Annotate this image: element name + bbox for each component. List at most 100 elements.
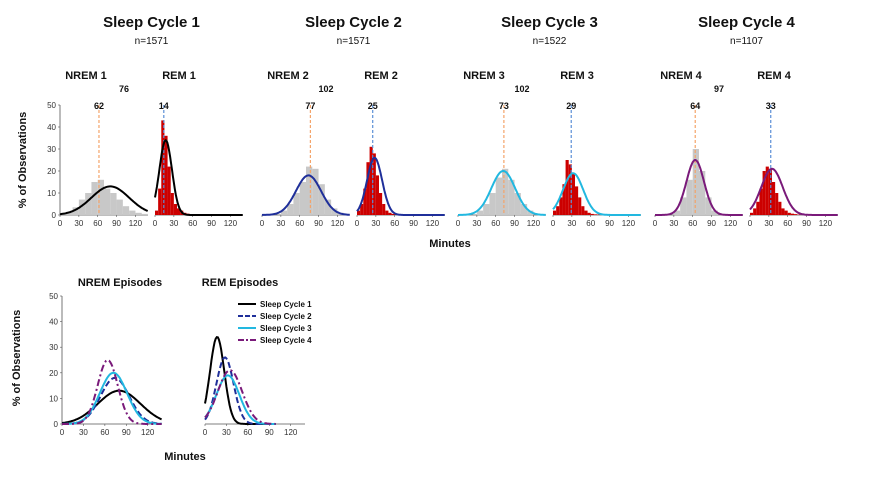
rem-episodes-title: REM Episodes xyxy=(202,277,278,289)
rem-bar xyxy=(587,212,591,215)
x-tick-label: 90 xyxy=(207,219,216,228)
y-tick-label: 50 xyxy=(49,292,58,301)
cycle-title: Sleep Cycle 1 xyxy=(103,14,200,31)
rem-median-label: 14 xyxy=(159,101,169,111)
nrem-bar xyxy=(280,210,288,215)
x-tick-label: 60 xyxy=(295,219,304,228)
nrem-bar xyxy=(104,188,111,215)
rem-fit-curve xyxy=(356,156,445,216)
rem-bar xyxy=(750,212,754,215)
rem-bar xyxy=(385,210,389,215)
nrem-bar xyxy=(85,193,92,215)
x-tick-label: 0 xyxy=(153,219,158,228)
nrem-bar xyxy=(293,193,300,215)
top-x-axis-label: Minutes xyxy=(429,238,471,250)
cycle-length-label: 102 xyxy=(514,84,529,94)
x-tick-label: 90 xyxy=(802,219,811,228)
rem-bar xyxy=(756,201,760,215)
rem-fit-curve xyxy=(154,139,243,216)
x-tick-label: 60 xyxy=(783,219,792,228)
x-tick-label: 30 xyxy=(371,219,380,228)
y-tick-label: 20 xyxy=(49,369,58,378)
rem-bar xyxy=(158,188,162,215)
legend: Sleep Cycle 1 Sleep Cycle 2 Sleep Cycle 3 S… xyxy=(238,300,312,345)
nrem-panel-title: NREM 3 xyxy=(463,70,505,82)
sleep-cycle-2-group: Sleep Cycle 2 n=1571 NREM 2 REM 2 102 0 30 60 90… xyxy=(260,14,445,228)
top-y-axis-label: % of Observations xyxy=(17,112,29,209)
rem-bar xyxy=(590,213,594,215)
nrem-bar xyxy=(312,168,319,215)
x-tick-label: 60 xyxy=(491,219,500,228)
x-tick-label: 60 xyxy=(243,428,252,437)
y-tick-label: 40 xyxy=(49,318,58,327)
rem-panel: 0 30 60 90 120 xyxy=(153,105,243,228)
rem-bar xyxy=(375,175,379,215)
sleep-cycle-1-group: Sleep Cycle 1 n=1571 NREM 1 REM 1 76 0 30 60 90 1… xyxy=(47,14,243,228)
rem-bar xyxy=(784,210,788,215)
x-tick-label: 90 xyxy=(122,428,131,437)
rem-bar xyxy=(765,166,769,215)
rem-bar xyxy=(762,171,766,215)
rem-bar xyxy=(759,188,763,215)
bottom-panels: 0 30 60 90 120 0 10 20 30 40 50 NREM Episodes 0 30 60 9… xyxy=(49,277,312,437)
nrem-episodes-panel: 0 30 60 90 120 0 10 20 30 40 50 xyxy=(49,292,162,437)
x-tick-label: 30 xyxy=(764,219,773,228)
nrem-bar xyxy=(673,210,681,215)
y-tick-label: 40 xyxy=(47,123,56,132)
nrem-bar xyxy=(705,197,712,215)
nrem-median-label: 73 xyxy=(499,101,509,111)
cycle-title: Sleep Cycle 4 xyxy=(698,14,795,31)
nrem-bar xyxy=(287,204,294,215)
x-tick-label: 0 xyxy=(653,219,658,228)
nrem-fit-curve xyxy=(458,169,546,216)
rem-bar xyxy=(559,197,563,215)
x-tick-label: 60 xyxy=(100,428,109,437)
y-tick-label: 30 xyxy=(47,145,56,154)
nrem-bar xyxy=(502,168,509,215)
x-tick-label: 120 xyxy=(141,428,155,437)
rem-bar xyxy=(372,153,376,215)
rem-bar xyxy=(556,206,560,215)
nrem-episodes-title: NREM Episodes xyxy=(78,277,162,289)
rem-bar xyxy=(581,206,585,215)
nrem-panel: 0 30 60 90 120 0 10 20 30 40 50 xyxy=(47,101,149,228)
nrem-bar xyxy=(78,199,86,215)
x-tick-label: 0 xyxy=(456,219,461,228)
x-tick-label: 120 xyxy=(284,428,298,437)
nrem-bar xyxy=(476,210,484,215)
nrem-episodes-curve xyxy=(62,358,162,425)
legend-label: Sleep Cycle 4 xyxy=(260,336,312,345)
nrem-bar xyxy=(116,199,123,215)
x-tick-label: 90 xyxy=(112,219,121,228)
nrem-fit-curve xyxy=(59,185,149,216)
y-tick-label: 10 xyxy=(47,189,56,198)
rem-bar xyxy=(781,208,785,215)
x-tick-label: 60 xyxy=(390,219,399,228)
rem-bar xyxy=(360,204,364,215)
cycle-length-label: 97 xyxy=(714,84,724,94)
rem-bar xyxy=(778,201,782,215)
x-tick-label: 60 xyxy=(688,219,697,228)
nrem-episodes-curve xyxy=(61,376,162,425)
nrem-bar xyxy=(129,210,136,215)
cycle-n-label: n=1571 xyxy=(337,36,371,47)
x-tick-label: 90 xyxy=(409,219,418,228)
x-tick-label: 90 xyxy=(314,219,323,228)
rem-bar xyxy=(571,173,575,215)
bottom-x-axis-label: Minutes xyxy=(164,451,206,463)
nrem-bar xyxy=(72,207,79,215)
bottom-y-axis-label: % of Observations xyxy=(11,310,23,407)
nrem-fit-curve xyxy=(261,174,350,216)
rem-median-label: 33 xyxy=(766,101,776,111)
cycle-n-label: n=1522 xyxy=(533,36,567,47)
x-tick-label: 30 xyxy=(79,428,88,437)
nrem-panel: 0 30 60 90 120 xyxy=(456,105,546,228)
rem-bar xyxy=(155,210,159,215)
nrem-bar xyxy=(711,210,718,215)
x-tick-label: 0 xyxy=(748,219,753,228)
y-tick-label: 50 xyxy=(47,101,56,110)
cycle-title: Sleep Cycle 3 xyxy=(501,14,598,31)
nrem-bar xyxy=(514,193,521,215)
nrem-panel: 0 30 60 90 120 xyxy=(260,105,350,228)
